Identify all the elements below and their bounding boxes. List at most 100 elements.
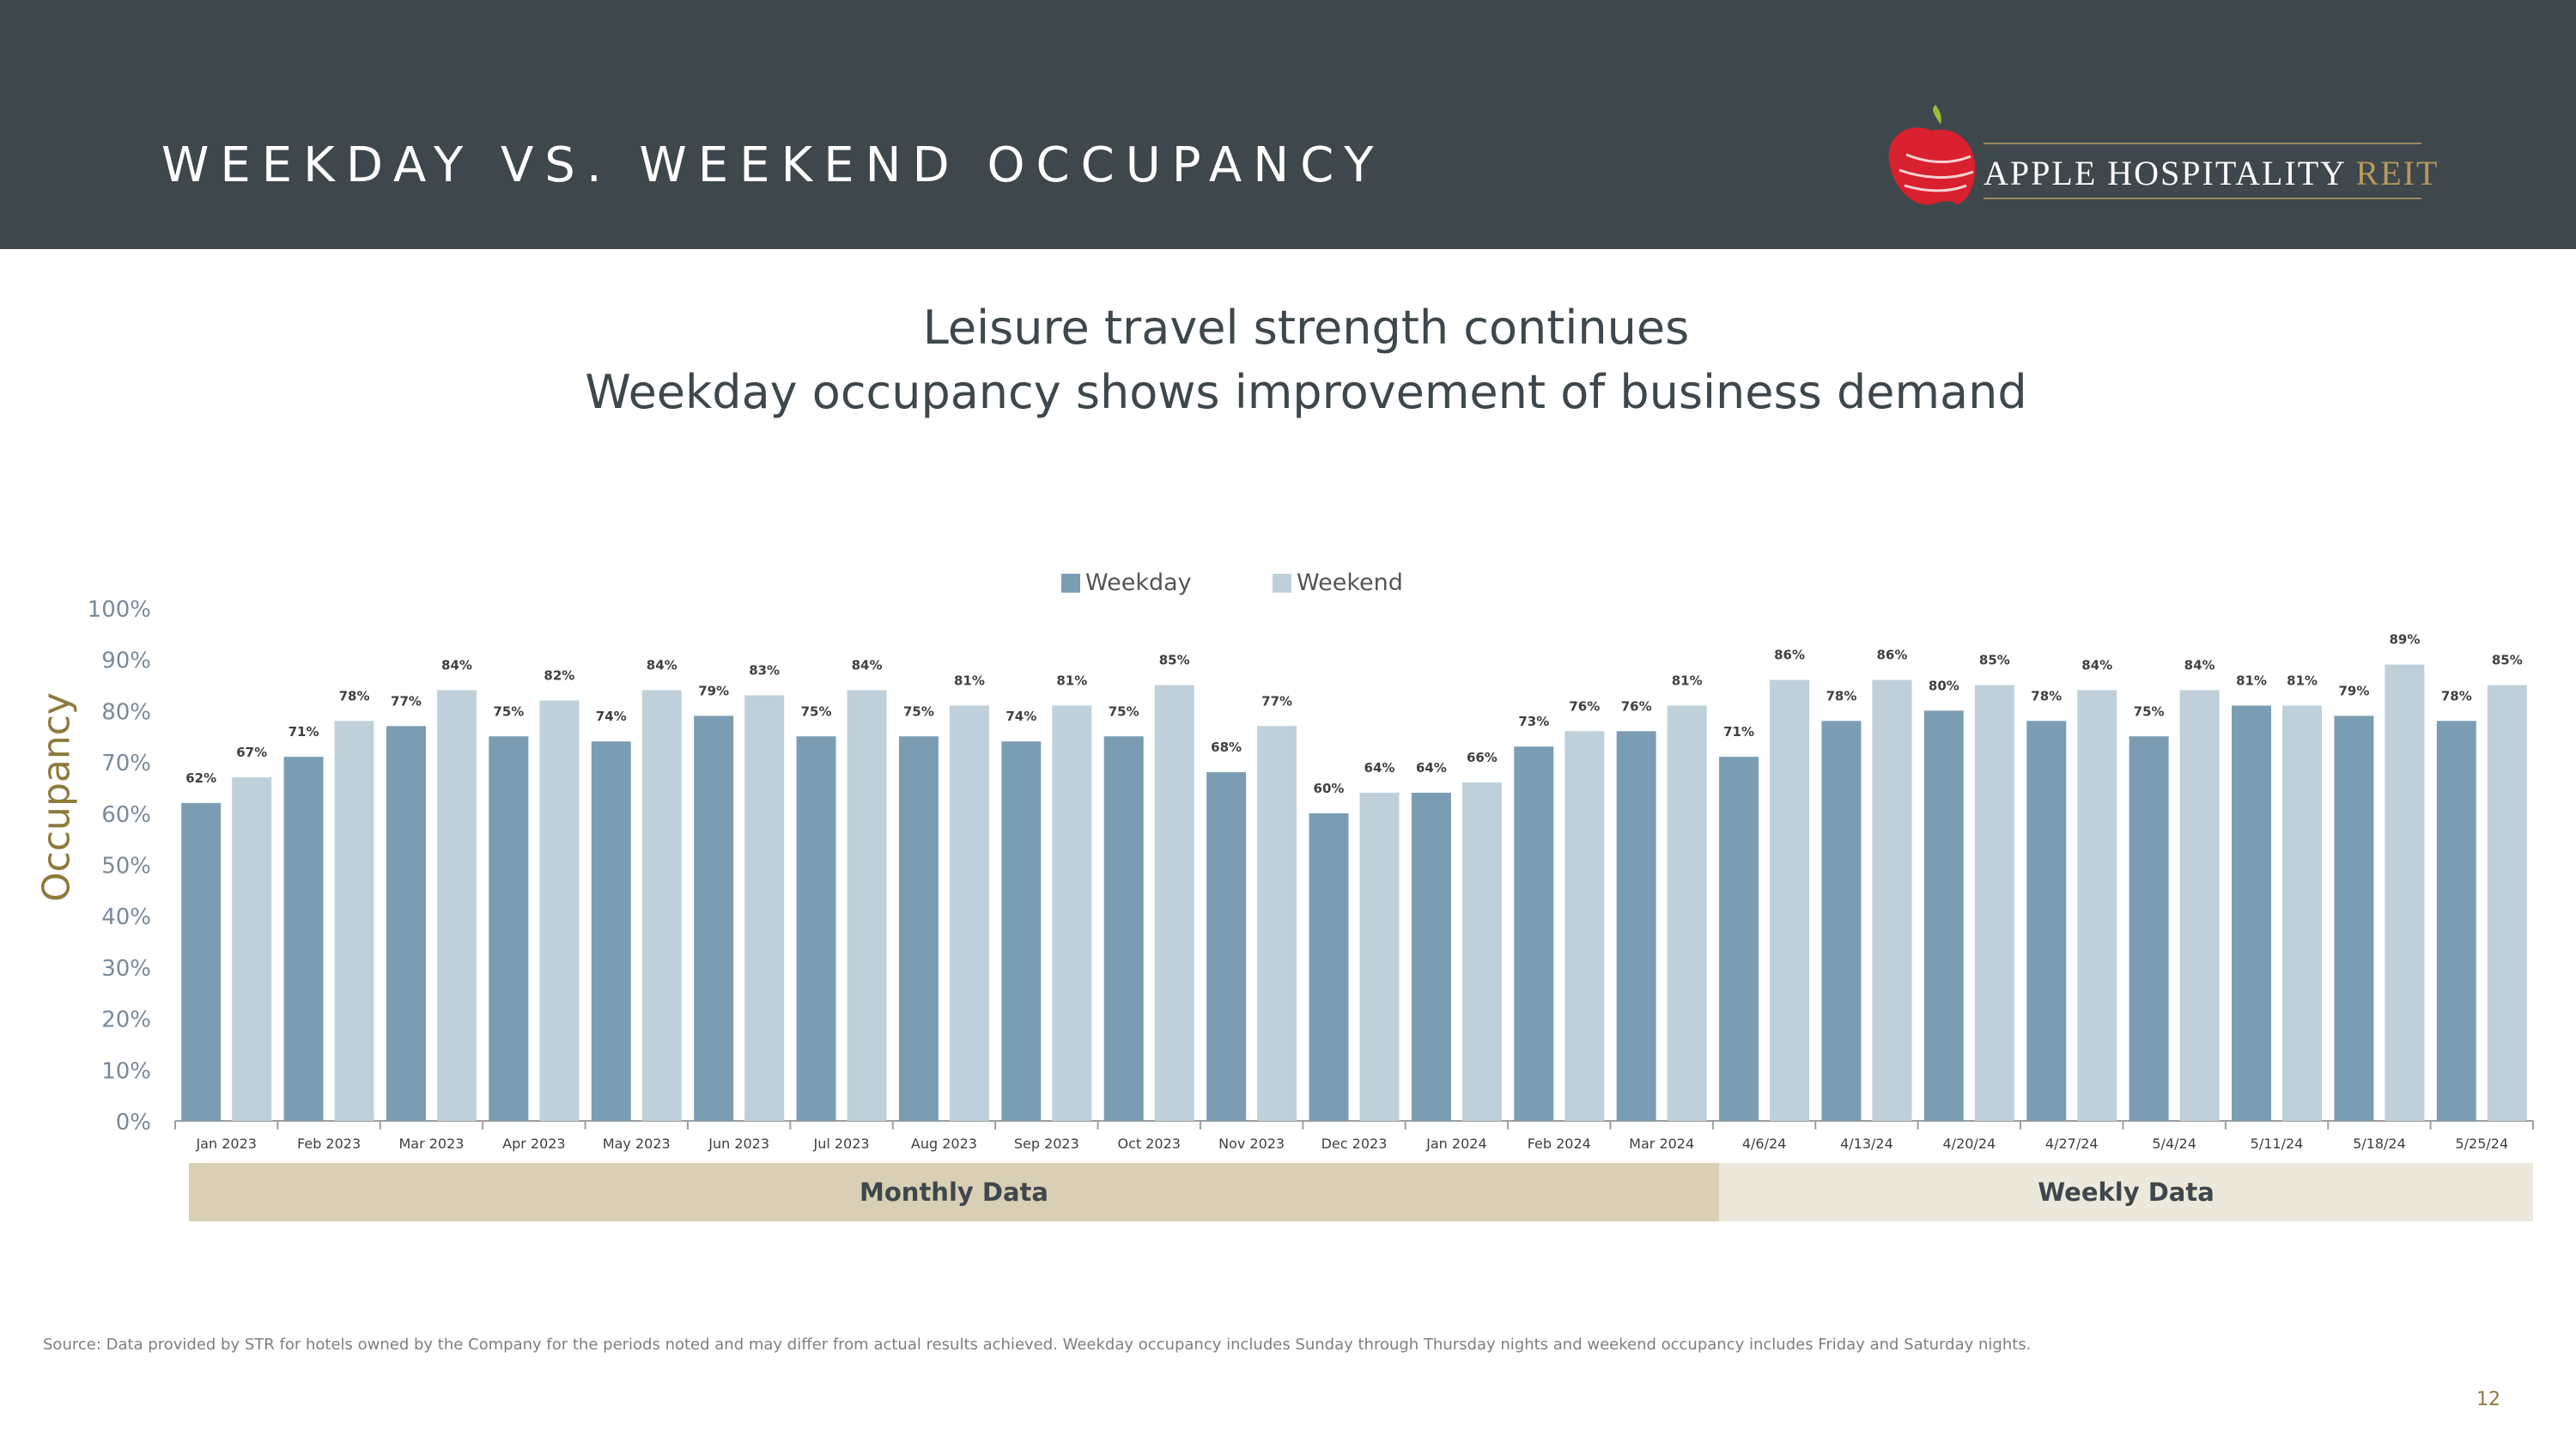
x-tick-label: Oct 2023 [1117,1135,1180,1152]
data-label-weekday: 71% [289,724,319,740]
data-label-weekend: 84% [2081,658,2112,673]
x-tick-label: 4/20/24 [1943,1135,1996,1152]
page-title: WEEKDAY VS. WEEKEND OCCUPANCY [161,137,1385,193]
header-bar [0,0,2576,249]
x-tick-label: Apr 2023 [502,1135,565,1152]
source-note: Source: Data provided by STR for hotels … [43,1336,2032,1354]
legend-swatch-weekday [1061,573,1080,593]
x-tick-label: 5/4/24 [2152,1135,2196,1152]
bar-weekday-2 [386,726,426,1121]
bar-weekday-16 [1821,721,1862,1121]
y-tick-label: 10% [101,1058,151,1084]
data-label-weekend: 64% [1364,760,1395,776]
headline-line-2: Weekday occupancy shows improvement of b… [585,365,2027,419]
bar-weekend-7 [949,705,989,1121]
bar-weekday-11 [1309,813,1349,1121]
data-label-weekday: 74% [596,709,627,724]
bar-weekday-0 [181,802,222,1121]
x-tick-label: Nov 2023 [1218,1135,1285,1152]
data-label-weekend: 67% [236,745,267,760]
y-tick-label: 80% [101,699,151,725]
data-label-weekday: 68% [1211,740,1242,755]
data-label-weekday: 64% [1416,760,1447,776]
bar-weekend-15 [1770,679,1810,1121]
page-number: 12 [2476,1389,2500,1410]
data-label-weekend: 76% [1569,698,1600,714]
y-tick-label: 90% [101,648,151,674]
data-label-weekend: 82% [544,667,574,683]
y-tick-label: 30% [101,956,151,982]
bar-weekday-15 [1719,757,1759,1121]
bar-weekday-18 [2026,721,2067,1121]
data-label-weekday: 76% [1621,698,1652,714]
data-label-weekday: 62% [185,770,216,786]
bar-weekend-16 [1872,679,1912,1121]
bar-weekend-1 [334,721,374,1121]
data-label-weekday: 81% [2236,673,2267,688]
x-tick-label: Dec 2023 [1321,1135,1388,1152]
headline-line-1: Leisure travel strength continues [922,301,1690,355]
data-label-weekend: 84% [647,658,677,673]
data-label-weekday: 75% [1109,703,1139,719]
bar-weekend-14 [1667,705,1707,1121]
bar-weekday-20 [2232,705,2272,1121]
data-label-weekend: 66% [1467,750,1498,765]
x-tick-label: Jan 2023 [195,1135,256,1152]
bar-weekend-21 [2385,664,2425,1121]
bar-weekend-11 [1359,792,1400,1121]
bar-weekday-13 [1514,746,1554,1121]
data-label-weekday: 75% [493,703,524,719]
legend-swatch-weekend [1273,573,1291,593]
data-label-weekend: 77% [1261,693,1292,709]
bar-weekend-8 [1052,705,1092,1121]
x-tick-label: Feb 2024 [1528,1135,1591,1152]
bar-weekend-4 [641,690,682,1121]
x-tick-label: Mar 2024 [1629,1135,1694,1152]
bar-weekday-21 [2334,715,2374,1121]
bar-weekend-10 [1257,726,1297,1121]
x-tick-label: Jan 2024 [1425,1135,1486,1152]
data-label-weekend: 81% [2287,673,2318,688]
apple-logo-icon [1888,105,1976,205]
y-tick-label: 50% [101,854,151,880]
y-tick-label: 0% [116,1110,151,1135]
monthly-data-band: Monthly Data [189,1163,1719,1221]
legend-label-weekday: Weekday [1085,569,1192,596]
x-tick-label: 4/13/24 [1840,1135,1893,1152]
legend-label-weekend: Weekend [1297,569,1403,596]
bar-weekend-22 [2487,685,2527,1121]
bar-weekday-10 [1206,772,1247,1121]
x-tick-label: May 2023 [603,1135,671,1152]
bar-weekend-12 [1461,782,1502,1121]
x-tick-label: Feb 2023 [297,1135,361,1152]
bar-weekday-8 [1001,741,1042,1121]
y-tick-label: 40% [101,904,151,930]
data-label-weekday: 75% [2134,703,2165,719]
x-tick-label: 5/25/24 [2455,1135,2508,1152]
bar-weekday-14 [1616,731,1656,1121]
weekly-data-band: Weekly Data [1719,1163,2533,1221]
x-tick-label: Mar 2023 [398,1135,464,1152]
bar-weekday-1 [283,757,324,1121]
bar-weekday-22 [2436,721,2476,1121]
logo-rule-top [1984,143,2421,144]
bar-weekday-17 [1923,710,1964,1121]
data-label-weekday: 60% [1314,781,1345,796]
bar-weekday-12 [1411,792,1451,1121]
x-tick-label: Jul 2023 [812,1135,869,1152]
bar-weekend-2 [436,690,477,1121]
data-label-weekend: 81% [954,673,985,688]
legend-item-weekday: Weekday [1061,569,1192,596]
x-tick-label: 5/11/24 [2251,1135,2304,1152]
bar-weekend-17 [1974,685,2014,1121]
bar-weekday-5 [694,715,734,1121]
bar-weekday-7 [898,736,939,1121]
bar-weekday-19 [2129,736,2169,1121]
y-tick-label: 70% [101,751,151,776]
bar-weekend-6 [847,690,887,1121]
data-label-weekday: 77% [391,693,422,709]
data-label-weekday: 73% [1518,714,1549,729]
data-label-weekend: 84% [441,658,472,673]
bar-weekday-4 [591,741,631,1121]
